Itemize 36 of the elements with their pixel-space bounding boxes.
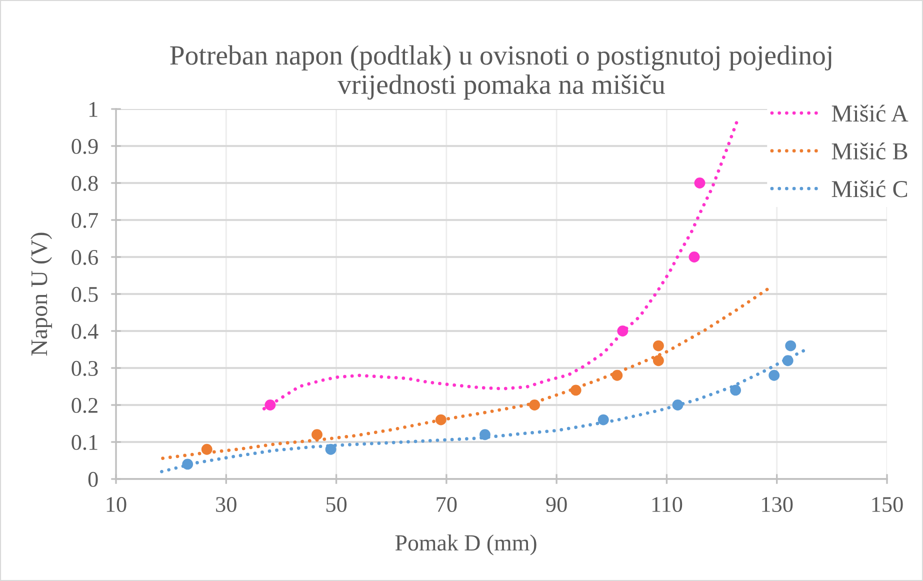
x-tick-label: 30: [216, 497, 236, 512]
point: [312, 429, 322, 440]
point: [652, 340, 664, 352]
y-axis-title: Napon U (V): [30, 232, 52, 356]
point: [652, 355, 664, 366]
x-tick-label: 50: [326, 497, 347, 512]
point: [768, 370, 780, 381]
y-tick-label: 0.3: [72, 360, 98, 376]
point: [688, 252, 700, 262]
x-tick-label: 10: [106, 497, 126, 512]
x-axis-title: Pomak D (mm): [395, 534, 536, 556]
y-tick-label: 0.2: [72, 398, 98, 414]
x-tick-label: 90: [546, 497, 567, 512]
line-series: [160, 348, 806, 474]
y-tick-label: 0.5: [72, 286, 98, 302]
y-tick-label: 0.1: [72, 434, 98, 450]
line-series: [262, 120, 738, 410]
x-tick-label: 110: [652, 497, 682, 512]
legend-label: Mišić C: [832, 180, 908, 198]
x-tick-label: 150: [872, 497, 903, 512]
point: [730, 384, 742, 396]
legend-label: Mišić A: [832, 104, 908, 122]
point: [785, 340, 796, 352]
x-tick-label: 70: [436, 497, 457, 512]
y-tick-label: 0.6: [72, 250, 98, 266]
chart-title: Potreban napon (podtlak) u ovisnoti o postignutoj pojedinoj vrijednosti pomaka na mišiču: [170, 45, 832, 100]
y-tick-label: 0.8: [72, 176, 98, 192]
line-series: [161, 288, 770, 460]
legend-label: Mišić B: [832, 142, 908, 160]
x-tick-label: 130: [762, 497, 793, 512]
y-tick-label: 0.9: [72, 138, 98, 154]
y-tick-label: 1: [89, 102, 98, 117]
y-tick-label: 0.7: [72, 212, 98, 228]
point: [694, 178, 706, 188]
y-tick-label: 0.4: [72, 324, 98, 340]
y-tick-label: 0: [88, 472, 98, 487]
